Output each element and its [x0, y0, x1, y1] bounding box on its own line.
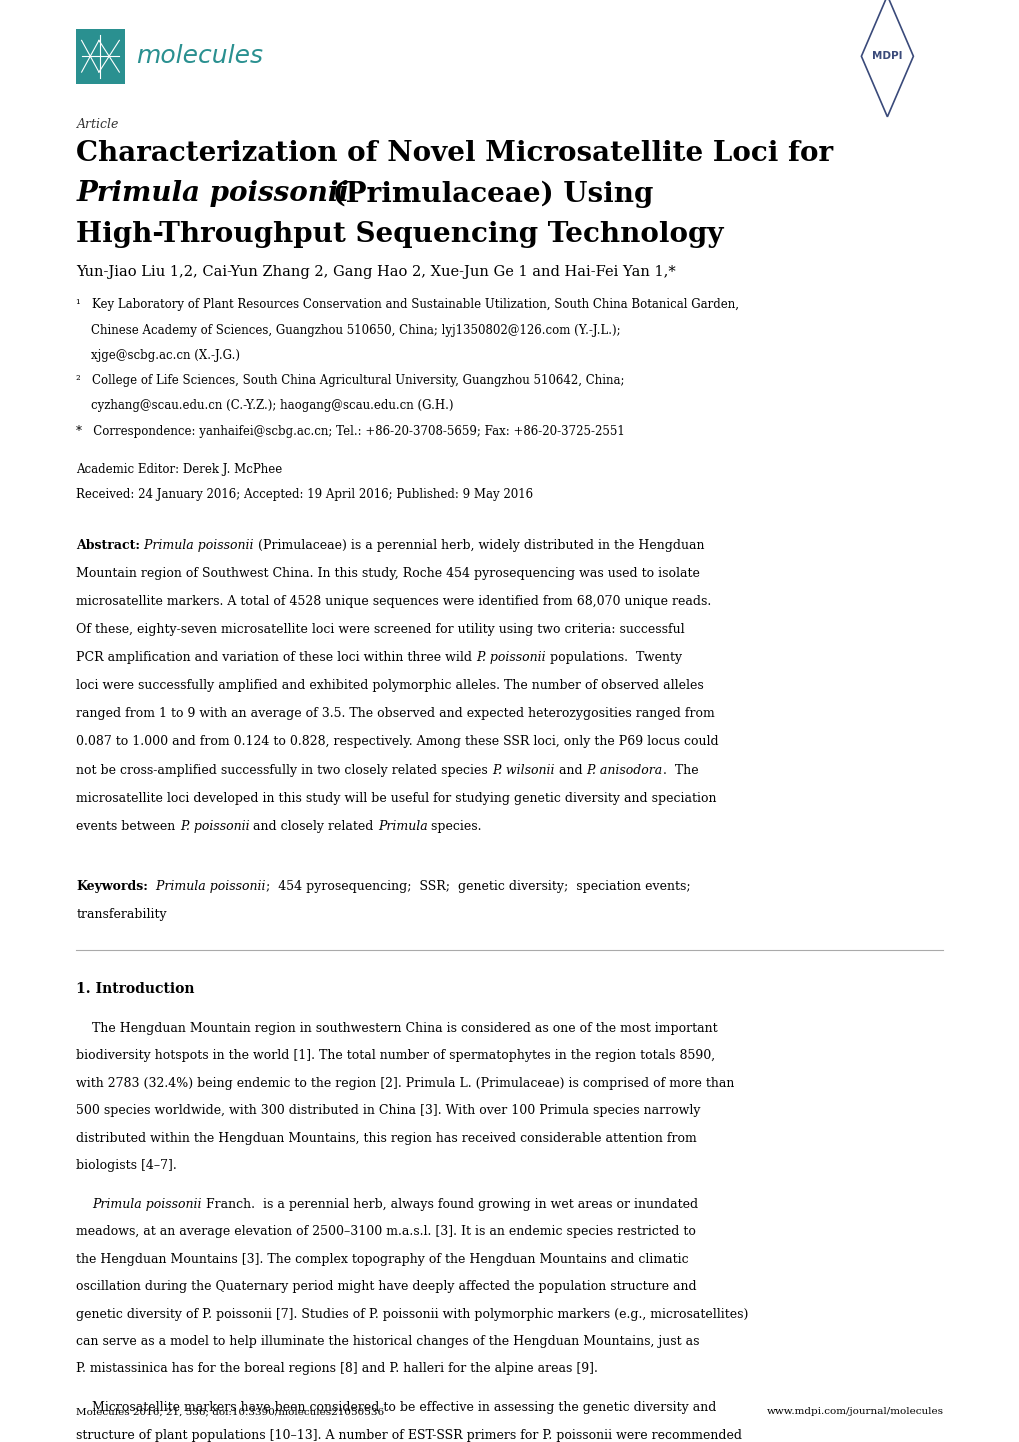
Text: Chinese Academy of Sciences, Guangzhou 510650, China; lyj1350802@126.com (Y.-J.L: Chinese Academy of Sciences, Guangzhou 5…	[76, 323, 621, 337]
Text: Characterization of Novel Microsatellite Loci for: Characterization of Novel Microsatellite…	[76, 140, 833, 167]
Text: P. poissonii: P. poissonii	[179, 819, 249, 833]
Text: and: and	[554, 764, 586, 777]
Text: cyzhang@scau.edu.cn (C.-Y.Z.); haogang@scau.edu.cn (G.H.): cyzhang@scau.edu.cn (C.-Y.Z.); haogang@s…	[76, 399, 453, 412]
Text: with 2783 (32.4%) being endemic to the region [2]. Primula L. (Primulaceae) is c: with 2783 (32.4%) being endemic to the r…	[76, 1077, 734, 1090]
Text: Received: 24 January 2016; Accepted: 19 April 2016; Published: 9 May 2016: Received: 24 January 2016; Accepted: 19 …	[76, 487, 533, 502]
Text: Primula poissonii: Primula poissonii	[141, 538, 254, 552]
Text: the Hengduan Mountains [3]. The complex topography of the Hengduan Mountains and: the Hengduan Mountains [3]. The complex …	[76, 1253, 689, 1266]
Text: populations.  Twenty: populations. Twenty	[545, 650, 682, 665]
Text: structure of plant populations [10–13]. A number of EST-SSR primers for P. poiss: structure of plant populations [10–13]. …	[76, 1429, 742, 1442]
Text: molecules: molecules	[136, 45, 263, 68]
Text: P. wilsonii: P. wilsonii	[492, 764, 554, 777]
Text: Primula poissonii: Primula poissonii	[76, 180, 350, 208]
Text: High-Throughput Sequencing Technology: High-Throughput Sequencing Technology	[76, 221, 723, 248]
Text: (Primulaceae) is a perennial herb, widely distributed in the Hengduan: (Primulaceae) is a perennial herb, widel…	[254, 538, 704, 552]
Text: ranged from 1 to 9 with an average of 3.5. The observed and expected heterozygos: ranged from 1 to 9 with an average of 3.…	[76, 707, 714, 721]
Text: loci were successfully amplified and exhibited polymorphic alleles. The number o: loci were successfully amplified and exh…	[76, 679, 703, 692]
Text: biologists [4–7].: biologists [4–7].	[76, 1159, 177, 1172]
Text: P. poissonii: P. poissonii	[476, 650, 545, 665]
Text: biodiversity hotspots in the world [1]. The total number of spermatophytes in th: biodiversity hotspots in the world [1]. …	[76, 1050, 715, 1063]
Text: microsatellite loci developed in this study will be useful for studying genetic : microsatellite loci developed in this st…	[76, 792, 716, 805]
Text: P. anisodora: P. anisodora	[586, 764, 662, 777]
Text: ;  454 pyrosequencing;  SSR;  genetic diversity;  speciation events;: ; 454 pyrosequencing; SSR; genetic diver…	[266, 880, 690, 893]
Text: ¹   Key Laboratory of Plant Resources Conservation and Sustainable Utilization, : ¹ Key Laboratory of Plant Resources Cons…	[76, 298, 739, 311]
Text: not be cross-amplified successfully in two closely related species: not be cross-amplified successfully in t…	[76, 764, 492, 777]
Text: events between: events between	[76, 819, 179, 833]
Text: P. mistassinica has for the boreal regions [8] and P. halleri for the alpine are: P. mistassinica has for the boreal regio…	[76, 1363, 598, 1376]
Text: transferability: transferability	[76, 908, 167, 921]
Text: Molecules 2016, 21, 536; doi:10.3390/molecules21050536: Molecules 2016, 21, 536; doi:10.3390/mol…	[76, 1407, 384, 1416]
Text: microsatellite markers. A total of 4528 unique sequences were identified from 68: microsatellite markers. A total of 4528 …	[76, 594, 711, 609]
Text: Keywords:: Keywords:	[76, 880, 148, 893]
Text: Academic Editor: Derek J. McPhee: Academic Editor: Derek J. McPhee	[76, 463, 282, 476]
Text: 500 species worldwide, with 300 distributed in China [3]. With over 100 Primula : 500 species worldwide, with 300 distribu…	[76, 1105, 700, 1118]
Text: 1. Introduction: 1. Introduction	[76, 982, 195, 995]
Text: Primula poissonii: Primula poissonii	[148, 880, 266, 893]
Text: 0.087 to 1.000 and from 0.124 to 0.828, respectively. Among these SSR loci, only: 0.087 to 1.000 and from 0.124 to 0.828, …	[76, 735, 718, 748]
Text: species.: species.	[427, 819, 482, 833]
Text: *   Correspondence: yanhaifei@scbg.ac.cn; Tel.: +86-20-3708-5659; Fax: +86-20-37: * Correspondence: yanhaifei@scbg.ac.cn; …	[76, 424, 625, 438]
Text: distributed within the Hengduan Mountains, this region has received considerable: distributed within the Hengduan Mountain…	[76, 1132, 697, 1145]
Text: The Hengduan Mountain region in southwestern China is considered as one of the m: The Hengduan Mountain region in southwes…	[76, 1022, 717, 1035]
Text: Franch.  is a perennial herb, always found growing in wet areas or inundated: Franch. is a perennial herb, always foun…	[202, 1198, 697, 1211]
Text: Article: Article	[76, 118, 119, 131]
Text: Microsatellite markers have been considered to be effective in assessing the gen: Microsatellite markers have been conside…	[76, 1402, 716, 1415]
Text: MDPI: MDPI	[871, 52, 902, 61]
Text: genetic diversity of P. poissonii [7]. Studies of P. poissonii with polymorphic : genetic diversity of P. poissonii [7]. S…	[76, 1308, 748, 1321]
Text: Of these, eighty-seven microsatellite loci were screened for utility using two c: Of these, eighty-seven microsatellite lo…	[76, 623, 685, 636]
Text: PCR amplification and variation of these loci within three wild: PCR amplification and variation of these…	[76, 650, 476, 665]
Text: oscillation during the Quaternary period might have deeply affected the populati: oscillation during the Quaternary period…	[76, 1280, 696, 1293]
Text: Yun-Jiao Liu 1,2, Cai-Yun Zhang 2, Gang Hao 2, Xue-Jun Ge 1 and Hai-Fei Yan 1,*: Yun-Jiao Liu 1,2, Cai-Yun Zhang 2, Gang …	[76, 265, 676, 280]
Text: Primula poissonii: Primula poissonii	[93, 1198, 202, 1211]
Text: ²   College of Life Sciences, South China Agricultural University, Guangzhou 510: ² College of Life Sciences, South China …	[76, 373, 625, 388]
Text: Mountain region of Southwest China. In this study, Roche 454 pyrosequencing was : Mountain region of Southwest China. In t…	[76, 567, 700, 580]
FancyBboxPatch shape	[76, 29, 125, 84]
Text: xjge@scbg.ac.cn (X.-J.G.): xjge@scbg.ac.cn (X.-J.G.)	[76, 349, 240, 362]
Text: Primula: Primula	[377, 819, 427, 833]
Text: (Primulaceae) Using: (Primulaceae) Using	[323, 180, 653, 208]
Text: can serve as a model to help illuminate the historical changes of the Hengduan M: can serve as a model to help illuminate …	[76, 1335, 699, 1348]
Text: www.mdpi.com/journal/molecules: www.mdpi.com/journal/molecules	[765, 1407, 943, 1416]
Text: meadows, at an average elevation of 2500–3100 m.a.s.l. [3]. It is an endemic spe: meadows, at an average elevation of 2500…	[76, 1226, 696, 1239]
Text: Abstract:: Abstract:	[76, 538, 141, 552]
Text: .  The: . The	[662, 764, 698, 777]
Text: and closely related: and closely related	[249, 819, 377, 833]
